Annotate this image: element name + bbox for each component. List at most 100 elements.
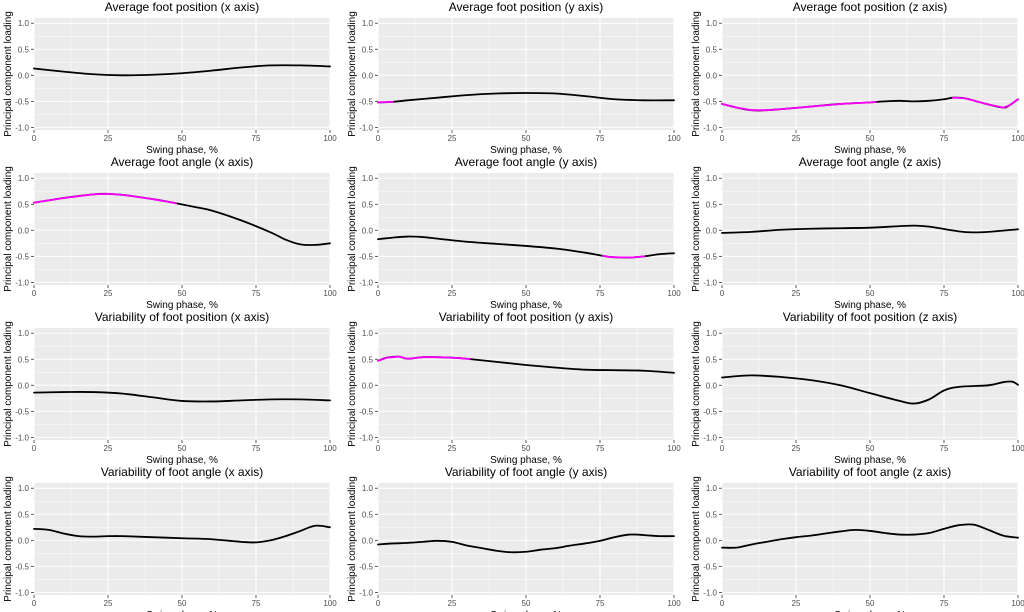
x-tick-label: 100 <box>1011 599 1024 608</box>
x-tick-label: 50 <box>866 599 875 608</box>
x-tick-label: 25 <box>104 599 113 608</box>
highlight-segment <box>33 192 177 205</box>
y-axis-label: Principal component loading <box>3 321 14 447</box>
x-tick-label: 50 <box>522 444 531 453</box>
x-tick-label: 75 <box>940 289 949 298</box>
x-tick-label: 0 <box>376 289 381 298</box>
chart-panel: Variability of foot position (x axis) 1.0… <box>3 310 337 466</box>
chart-panel: Variability of foot position (z axis) 1.0… <box>691 310 1024 466</box>
chart-panel: Variability of foot angle (z axis) 1.0 0.5… <box>691 465 1024 612</box>
x-tick-label: 0 <box>32 599 37 608</box>
y-axis-label: Principal component loading <box>691 476 702 602</box>
x-axis-label: Swing phase, % <box>834 455 906 466</box>
x-tick-label: 100 <box>667 444 681 453</box>
x-tick-label: 0 <box>720 134 725 143</box>
x-tick-label: 25 <box>448 134 457 143</box>
x-tick-label: 25 <box>448 444 457 453</box>
y-tick-label: -1.0 <box>703 588 717 597</box>
y-tick-label: 0.5 <box>18 45 30 54</box>
y-tick-label: 0.5 <box>18 510 30 519</box>
y-tick-label: -0.5 <box>703 562 717 571</box>
x-tick-label: 75 <box>596 289 605 298</box>
y-tick-label: -0.5 <box>359 562 373 571</box>
y-axis-label: Principal component loading <box>3 476 14 602</box>
y-tick-label: -1.0 <box>15 278 29 287</box>
x-tick-label: 75 <box>596 444 605 453</box>
y-axis-label: Principal component loading <box>347 166 358 292</box>
x-axis-label: Swing phase, % <box>146 300 218 311</box>
y-tick-label: 0.5 <box>362 355 374 364</box>
x-tick-label: 100 <box>323 599 337 608</box>
y-tick-label: 0.5 <box>18 200 30 209</box>
x-tick-label: 100 <box>1011 444 1024 453</box>
y-tick-label: -0.5 <box>15 97 29 106</box>
x-tick-label: 75 <box>940 599 949 608</box>
y-axis-label: Principal component loading <box>3 11 14 137</box>
series-line <box>377 533 675 554</box>
y-tick-label: 0.0 <box>706 536 718 545</box>
chart-title: Average foot angle (z axis) <box>799 155 942 169</box>
x-axis-label: Swing phase, % <box>490 610 562 612</box>
x-tick-label: 25 <box>792 599 801 608</box>
highlight-segment <box>602 254 646 259</box>
x-axis-label: Swing phase, % <box>146 610 218 612</box>
x-tick-label: 75 <box>252 599 261 608</box>
y-tick-label: -1.0 <box>703 433 717 442</box>
y-tick-label: 0.5 <box>18 355 30 364</box>
y-tick-label: 1.0 <box>362 19 374 28</box>
chart-panel: Average foot position (y axis) 1.0 0.5 0.0 -… <box>347 0 681 156</box>
x-tick-label: 0 <box>376 134 381 143</box>
series-line <box>377 92 675 104</box>
y-tick-label: -0.5 <box>703 252 717 261</box>
y-tick-label: -1.0 <box>703 123 717 132</box>
chart-panel: Variability of foot position (y axis) 1.0… <box>347 310 681 466</box>
series-line <box>721 523 1019 549</box>
x-tick-label: 100 <box>323 444 337 453</box>
chart-title: Variability of foot position (y axis) <box>439 310 614 324</box>
y-tick-label: -1.0 <box>359 588 373 597</box>
series-line <box>33 64 331 77</box>
x-tick-label: 50 <box>866 444 875 453</box>
x-tick-label: 25 <box>792 289 801 298</box>
chart-panel: Average foot angle (x axis) 1.0 0.5 0.0 -0.5… <box>3 155 337 311</box>
y-tick-label: -1.0 <box>15 123 29 132</box>
y-tick-label: 1.0 <box>18 19 30 28</box>
y-tick-label: -0.5 <box>359 407 373 416</box>
x-axis-label: Swing phase, % <box>834 145 906 156</box>
x-tick-label: 25 <box>792 444 801 453</box>
highlight-segment <box>721 101 877 112</box>
x-tick-label: 50 <box>178 134 187 143</box>
y-tick-label: 1.0 <box>18 174 30 183</box>
chart-panel: Average foot position (z axis) 1.0 0.5 0.0 -… <box>691 0 1024 156</box>
chart-panel: Average foot angle (z axis) 1.0 0.5 0.0 -0.5… <box>691 155 1024 311</box>
y-tick-label: 0.0 <box>18 226 30 235</box>
chart-title: Variability of foot position (x axis) <box>95 310 270 324</box>
x-tick-label: 50 <box>522 289 531 298</box>
y-tick-label: 0.0 <box>362 536 374 545</box>
y-axis-label: Principal component loading <box>347 321 358 447</box>
y-tick-label: -1.0 <box>359 278 373 287</box>
x-tick-label: 50 <box>178 599 187 608</box>
chart-title: Average foot angle (y axis) <box>455 155 598 169</box>
y-tick-label: 0.5 <box>362 510 374 519</box>
y-tick-label: 0.0 <box>706 71 718 80</box>
y-tick-label: -1.0 <box>15 433 29 442</box>
y-axis-label: Principal component loading <box>691 321 702 447</box>
chart-title: Variability of foot position (z axis) <box>783 310 958 324</box>
chart-title: Variability of foot angle (z axis) <box>789 465 952 479</box>
x-tick-label: 100 <box>667 134 681 143</box>
y-tick-label: 0.5 <box>706 45 718 54</box>
x-tick-label: 0 <box>720 599 725 608</box>
y-tick-label: 0.0 <box>706 226 718 235</box>
series-line <box>721 224 1019 234</box>
y-tick-label: 0.0 <box>362 381 374 390</box>
y-tick-label: 1.0 <box>706 174 718 183</box>
y-tick-label: 0.0 <box>18 381 30 390</box>
chart-title: Average foot position (y axis) <box>449 0 604 14</box>
x-axis-label: Swing phase, % <box>146 145 218 156</box>
x-axis-label: Swing phase, % <box>490 300 562 311</box>
x-tick-label: 0 <box>32 289 37 298</box>
y-tick-label: -0.5 <box>359 97 373 106</box>
highlight-segment <box>951 96 1019 109</box>
